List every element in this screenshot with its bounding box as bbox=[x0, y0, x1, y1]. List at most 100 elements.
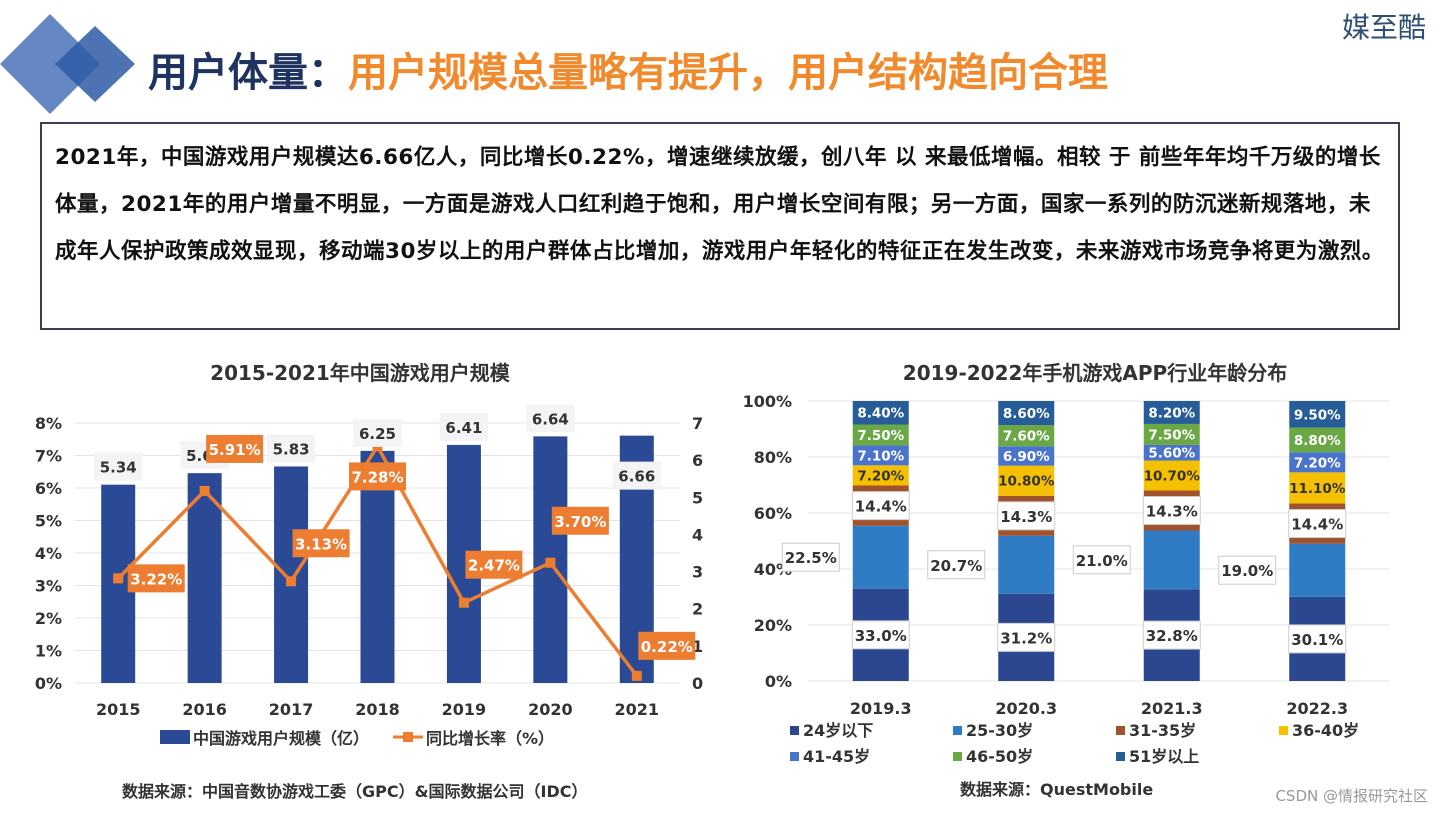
legend-label: 46-50岁 bbox=[966, 747, 1033, 766]
segment-label: 7.20% bbox=[857, 468, 904, 484]
segment-label-box bbox=[927, 550, 986, 580]
y-axis-tick: 60% bbox=[754, 504, 792, 523]
segment-label: 8.80% bbox=[1294, 433, 1341, 449]
x-axis-tick: 2016 bbox=[182, 700, 227, 719]
segment-label-box bbox=[1218, 555, 1277, 585]
left-axis-tick: 0% bbox=[35, 674, 62, 693]
segment-label-box bbox=[997, 501, 1056, 531]
legend-label: 24岁以下 bbox=[803, 721, 873, 740]
left-axis-tick: 4% bbox=[35, 544, 62, 563]
growth-value-label-box bbox=[206, 434, 264, 463]
left-axis-tick: 6% bbox=[35, 479, 62, 498]
right-axis-tick: 3 bbox=[692, 563, 703, 582]
y-axis-tick: 80% bbox=[754, 448, 792, 467]
brand-logo: 媒至酷 bbox=[1341, 11, 1426, 44]
segment-label: 14.3% bbox=[1146, 503, 1198, 521]
stack-segment bbox=[998, 425, 1055, 447]
right-axis-tick: 4 bbox=[692, 525, 703, 544]
bar-value-label-box bbox=[266, 434, 316, 463]
segment-label-box bbox=[997, 622, 1056, 652]
page-title: 用户体量：用户规模总量略有提升，用户结构趋向合理 bbox=[148, 40, 1108, 98]
left-axis-tick: 8% bbox=[35, 414, 62, 433]
right-axis-tick: 6 bbox=[692, 451, 703, 470]
growth-value-label-box bbox=[292, 529, 350, 558]
user-scale-chart: 2015-2021年中国游戏用户规模 0% 1% 2% 3% 4% 5% 6% 7% 8% 0 1 2 3… bbox=[35, 361, 703, 801]
segment-label: 21.0% bbox=[1076, 552, 1128, 570]
chart-title: 2015-2021年中国游戏用户规模 bbox=[210, 361, 511, 385]
bar-value-label-box bbox=[353, 418, 402, 447]
segment-label-box bbox=[1142, 620, 1201, 650]
legend-line-marker bbox=[403, 732, 413, 742]
legend-bar-swatch bbox=[160, 730, 190, 744]
segment-label: 8.60% bbox=[1003, 406, 1050, 422]
growth-value-label-box bbox=[127, 564, 185, 593]
y-axis-tick: 20% bbox=[754, 616, 792, 635]
stack-segment bbox=[998, 535, 1055, 594]
right-axis-tick: 7 bbox=[692, 414, 703, 433]
growth-value-label: 3.22% bbox=[130, 570, 182, 588]
bar-value-label: 6.66 bbox=[618, 468, 655, 486]
bar-value-label: 6.25 bbox=[359, 425, 396, 443]
chart-source: 数据来源：中国音数协游戏工委（GPC）&国际数据公司（IDC） bbox=[122, 782, 588, 801]
segment-label: 33.0% bbox=[855, 627, 907, 645]
segment-label-box bbox=[781, 542, 840, 572]
growth-point bbox=[545, 557, 556, 568]
segment-label: 10.80% bbox=[998, 474, 1055, 490]
growth-value-label: 0.22% bbox=[641, 638, 693, 656]
stack-segment bbox=[852, 401, 909, 425]
legend-label: 36-40岁 bbox=[1292, 721, 1359, 740]
x-axis-tick: 2021 bbox=[615, 700, 660, 719]
legend-swatch bbox=[790, 752, 799, 761]
segment-label: 7.20% bbox=[1294, 455, 1341, 471]
x-axis-tick: 2021.3 bbox=[1141, 699, 1203, 718]
legend-swatch bbox=[790, 726, 799, 735]
segment-label: 14.4% bbox=[855, 498, 907, 516]
age-distribution-chart: 2019-2022年手机游戏APP行业年龄分布0%20%40%60%80%100… bbox=[743, 361, 1390, 799]
growth-value-label-box bbox=[465, 550, 523, 579]
x-axis-tick: 2015 bbox=[96, 700, 141, 719]
legend-label: 25-30岁 bbox=[966, 721, 1033, 740]
left-axis-tick: 7% bbox=[35, 447, 62, 466]
bar-value-label: 6.41 bbox=[445, 419, 482, 437]
legend-label: 31-35岁 bbox=[1129, 721, 1196, 740]
segment-label: 10.70% bbox=[1144, 469, 1201, 485]
stack-segment bbox=[852, 445, 909, 466]
segment-label-box bbox=[1072, 545, 1131, 575]
segment-label-box bbox=[1288, 509, 1347, 539]
x-axis-tick: 2020.3 bbox=[995, 699, 1057, 718]
intro-text-box: 2021年，中国游戏用户规模达6.66亿人，同比增长0.22%，增速继续放缓，创… bbox=[40, 122, 1400, 330]
stack-segment bbox=[998, 465, 1055, 496]
bar-value-label-box bbox=[526, 404, 575, 433]
title-main: 用户规模总量略有提升，用户结构趋向合理 bbox=[348, 50, 1108, 96]
segment-label: 19.0% bbox=[1221, 562, 1273, 580]
stack-segment bbox=[1289, 452, 1346, 473]
right-axis-tick: 2 bbox=[692, 600, 703, 619]
title-prefix: 用户体量： bbox=[148, 50, 348, 96]
bar bbox=[187, 473, 222, 683]
segment-label-box bbox=[1288, 624, 1347, 654]
bar-value-label-box bbox=[94, 452, 143, 481]
segment-label: 20.7% bbox=[930, 557, 982, 575]
segment-label: 32.8% bbox=[1146, 627, 1198, 645]
growth-point bbox=[631, 670, 642, 681]
left-axis-tick: 2% bbox=[35, 609, 62, 628]
segment-label: 7.50% bbox=[857, 428, 904, 444]
stack-segment bbox=[1143, 530, 1200, 590]
x-axis-tick: 2019 bbox=[442, 700, 487, 719]
stack-segment bbox=[1289, 543, 1346, 597]
left-axis-tick: 1% bbox=[35, 642, 62, 661]
segment-label-box bbox=[1142, 496, 1201, 526]
segment-label: 9.50% bbox=[1294, 407, 1341, 423]
stack-segment bbox=[852, 465, 909, 486]
growth-point bbox=[458, 597, 469, 608]
segment-label: 5.60% bbox=[1148, 446, 1195, 462]
segment-label: 30.1% bbox=[1291, 631, 1343, 649]
segment-label: 11.10% bbox=[1289, 481, 1346, 497]
x-axis-tick: 2022.3 bbox=[1286, 699, 1348, 718]
legend-swatch bbox=[1116, 752, 1125, 761]
stack-segment bbox=[1143, 444, 1200, 461]
left-axis-tick: 5% bbox=[35, 512, 62, 531]
legend-swatch bbox=[953, 726, 962, 735]
bar-value-label: 6.64 bbox=[532, 410, 569, 428]
legend-bar-label: 中国游戏用户规模（亿） bbox=[193, 729, 369, 748]
